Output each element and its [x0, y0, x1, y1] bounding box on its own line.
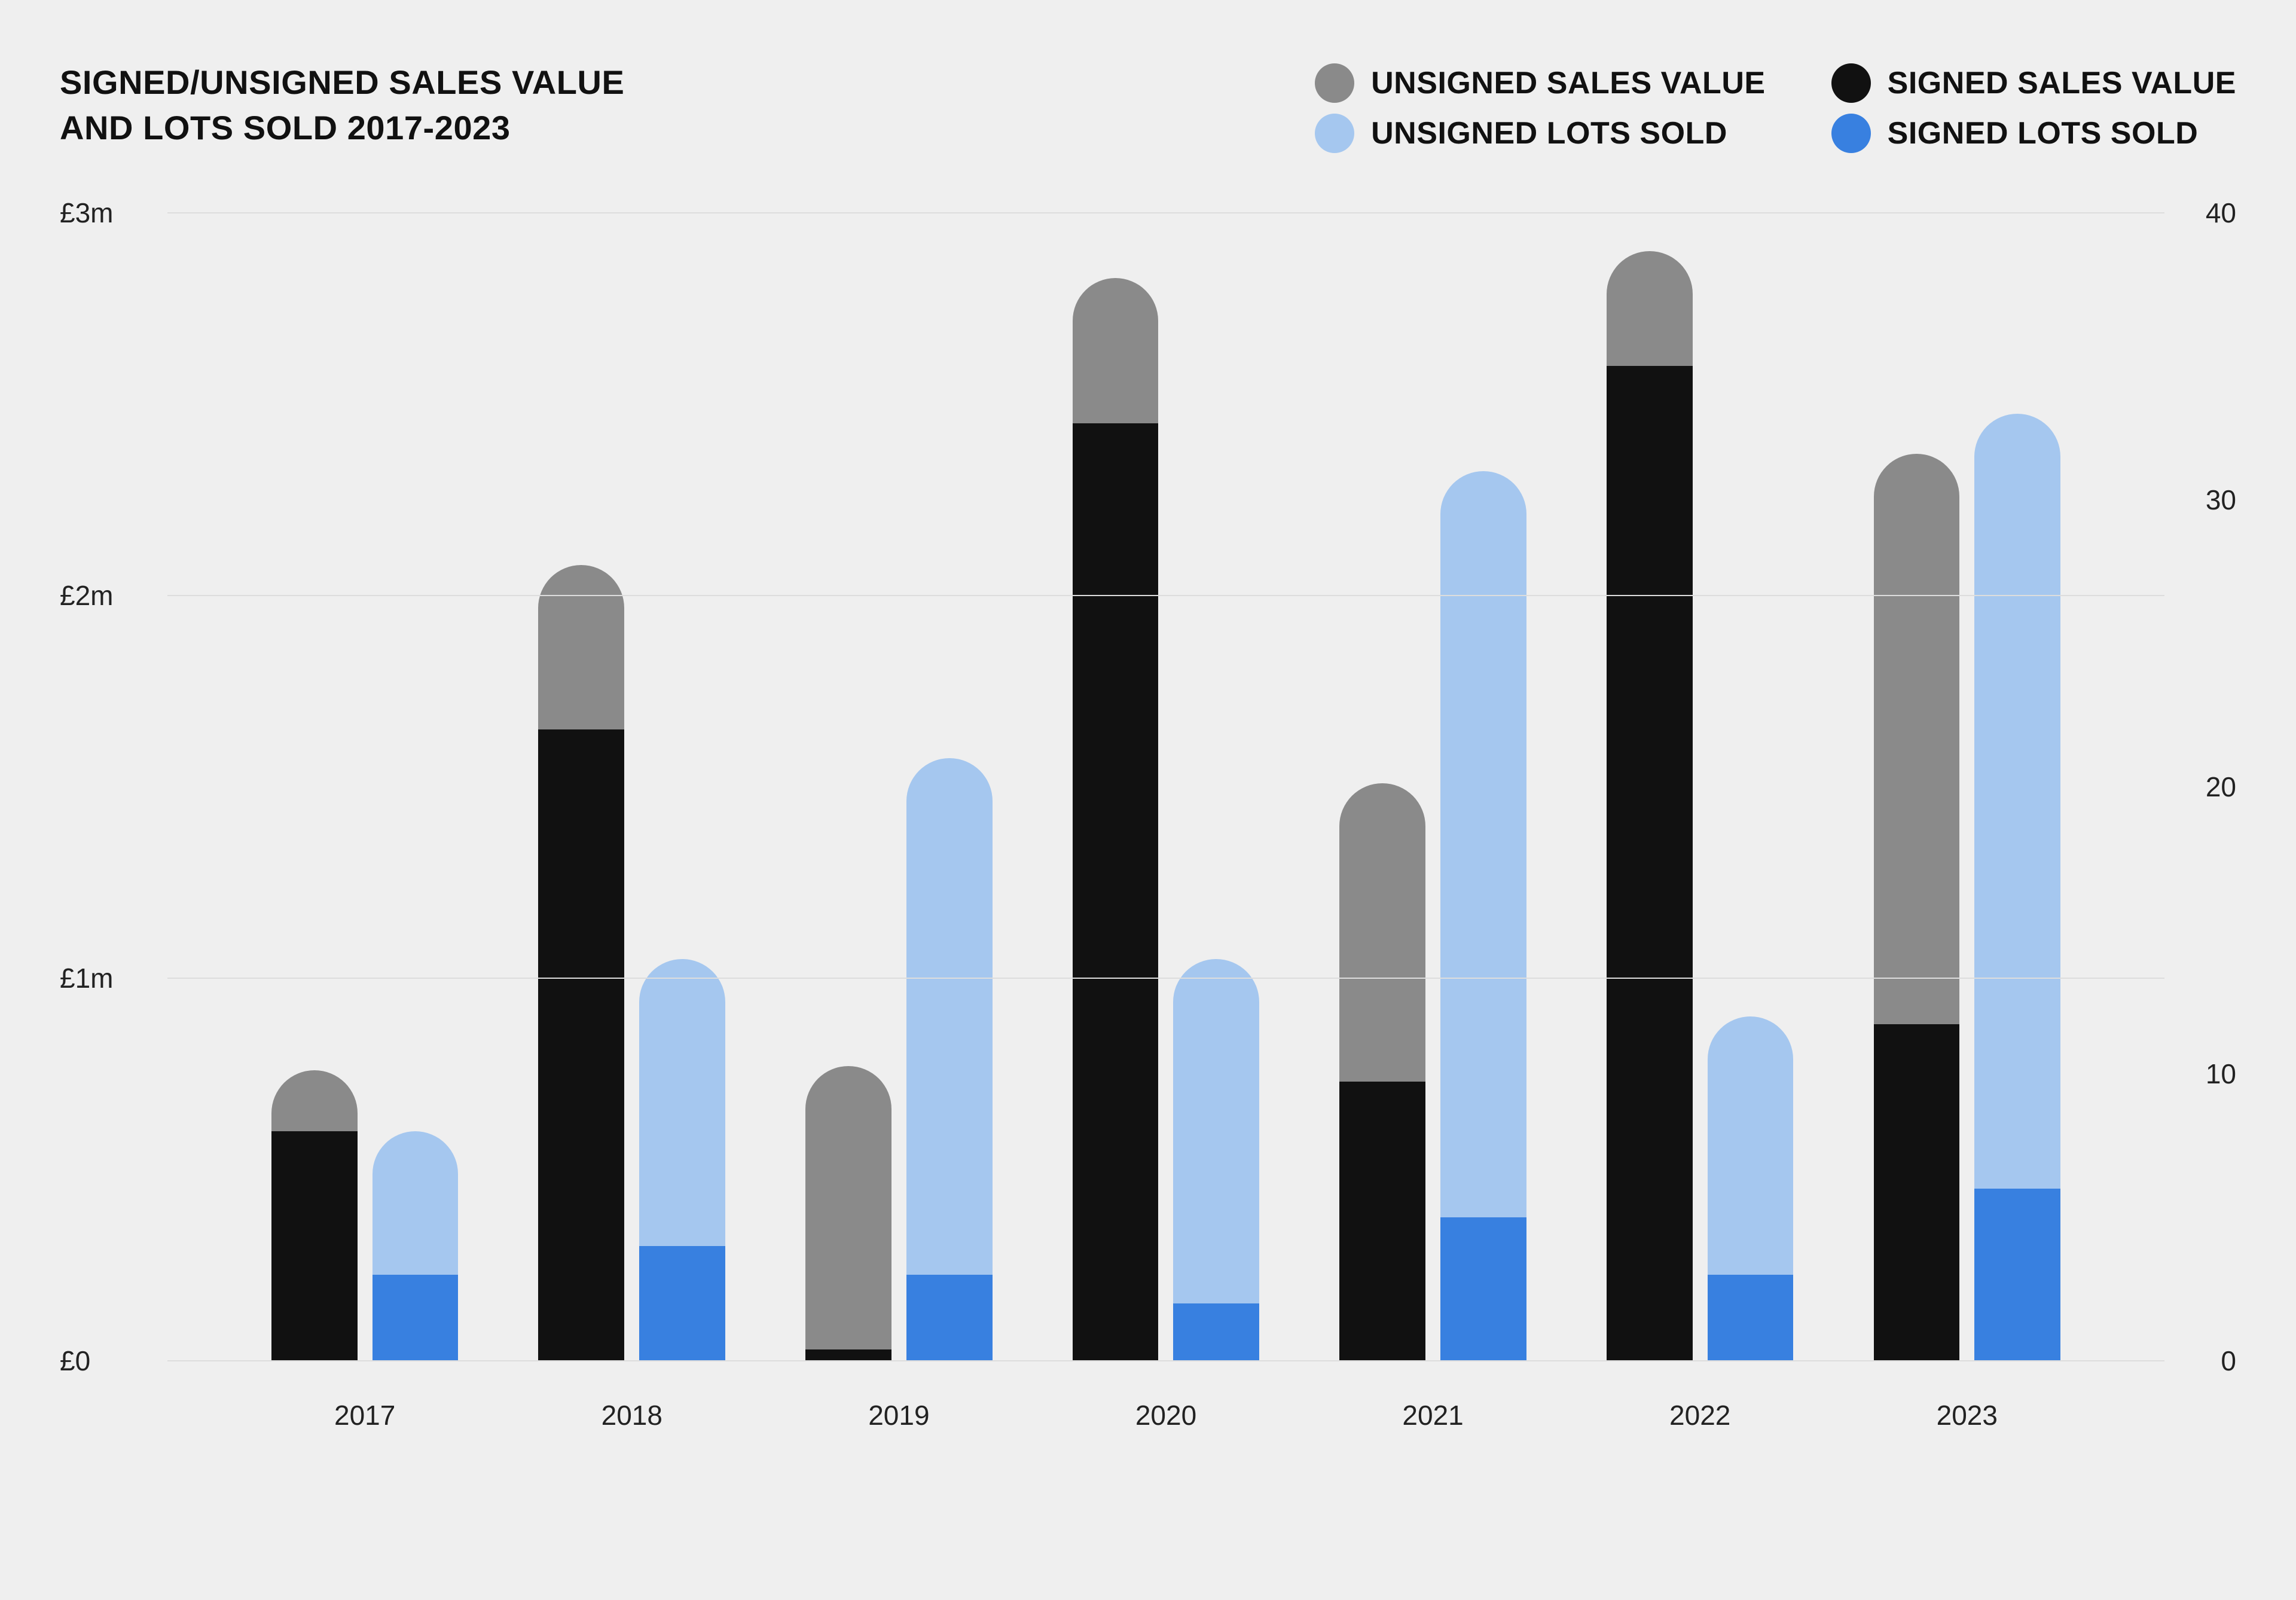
y-right-tick: 0 [2221, 1345, 2236, 1377]
unsigned-sales-value-seg [1874, 454, 1960, 1024]
bar-group [1607, 213, 1794, 1361]
unsigned-sales-value-seg [1073, 278, 1159, 423]
sales-value-bar [271, 1070, 358, 1361]
chart-title: SIGNED/UNSIGNED SALES VALUE AND LOTS SOLD… [60, 60, 624, 150]
signed-lots-seg [1440, 1217, 1526, 1361]
unsigned-lots-seg [1974, 414, 2060, 1189]
signed-lots-seg [373, 1275, 459, 1361]
bar-group [1073, 213, 1260, 1361]
legend-label: SIGNED SALES VALUE [1888, 65, 2236, 101]
lots-sold-bar [906, 758, 993, 1361]
gridline [167, 212, 2164, 213]
lots-sold-bar [1440, 471, 1526, 1361]
gridline [167, 595, 2164, 596]
sales-value-bar [1073, 278, 1159, 1361]
bar-group [1874, 213, 2061, 1361]
plot-area [167, 213, 2164, 1361]
chart-root: SIGNED/UNSIGNED SALES VALUE AND LOTS SOLD… [0, 0, 2296, 1600]
x-tick: 2022 [1669, 1399, 1730, 1431]
y-right-tick: 10 [2206, 1058, 2236, 1090]
y-right-tick: 40 [2206, 197, 2236, 229]
gridline [167, 1360, 2164, 1361]
y-left-tick: £2m [60, 579, 113, 612]
legend-swatch [1315, 114, 1354, 153]
sales-value-bar [1874, 454, 1960, 1361]
unsigned-lots-seg [906, 758, 993, 1275]
chart-title-line: AND LOTS SOLD 2017-2023 [60, 109, 511, 146]
legend-swatch [1831, 63, 1871, 103]
unsigned-lots-seg [1708, 1016, 1794, 1275]
bars-layer [167, 213, 2164, 1361]
legend-label: SIGNED LOTS SOLD [1888, 115, 2199, 151]
gridline [167, 978, 2164, 979]
signed-lots-seg [906, 1275, 993, 1361]
y-left-tick: £1m [60, 962, 113, 994]
signed-sales-value-seg [538, 729, 624, 1361]
chart-title-line: SIGNED/UNSIGNED SALES VALUE [60, 63, 624, 101]
x-tick: 2021 [1402, 1399, 1463, 1431]
legend-swatch [1831, 114, 1871, 153]
lots-sold-bar [1708, 1016, 1794, 1361]
legend-item: SIGNED LOTS SOLD [1831, 114, 2236, 153]
signed-sales-value-seg [271, 1131, 358, 1361]
signed-lots-seg [1974, 1189, 2060, 1361]
sales-value-bar [1339, 783, 1425, 1361]
legend-item: UNSIGNED SALES VALUE [1315, 63, 1766, 103]
legend-item: UNSIGNED LOTS SOLD [1315, 114, 1766, 153]
y-right-tick: 30 [2206, 484, 2236, 516]
bar-group [538, 213, 725, 1361]
sales-value-bar [805, 1066, 891, 1361]
x-tick: 2018 [602, 1399, 662, 1431]
unsigned-sales-value-seg [1607, 251, 1693, 366]
legend: UNSIGNED SALES VALUE SIGNED SALES VALUE UN… [1315, 60, 2236, 153]
lots-sold-bar [1173, 959, 1259, 1361]
lots-sold-bar [1974, 414, 2060, 1361]
unsigned-sales-value-seg [271, 1070, 358, 1131]
sales-value-bar [1607, 251, 1693, 1361]
signed-lots-seg [1173, 1303, 1259, 1361]
legend-label: UNSIGNED SALES VALUE [1371, 65, 1766, 101]
y-axis-left: £0£1m£2m£3m [60, 213, 167, 1361]
signed-sales-value-seg [1874, 1024, 1960, 1361]
y-axis-right: 010203040 [2164, 213, 2236, 1361]
plot-area-wrapper: £0£1m£2m£3m 010203040 201720182019202020… [60, 213, 2236, 1361]
y-left-tick: £3m [60, 197, 113, 229]
signed-lots-seg [1708, 1275, 1794, 1361]
bar-group [805, 213, 993, 1361]
signed-sales-value-seg [1073, 423, 1159, 1361]
signed-sales-value-seg [805, 1349, 891, 1361]
legend-label: UNSIGNED LOTS SOLD [1371, 115, 1727, 151]
unsigned-sales-value-seg [805, 1066, 891, 1349]
x-tick: 2019 [868, 1399, 929, 1431]
x-tick: 2020 [1135, 1399, 1196, 1431]
unsigned-sales-value-seg [1339, 783, 1425, 1082]
signed-lots-seg [639, 1246, 725, 1361]
signed-sales-value-seg [1607, 366, 1693, 1361]
legend-swatch [1315, 63, 1354, 103]
lots-sold-bar [639, 959, 725, 1361]
unsigned-lots-seg [1173, 959, 1259, 1303]
lots-sold-bar [373, 1131, 459, 1361]
signed-sales-value-seg [1339, 1082, 1425, 1361]
legend-item: SIGNED SALES VALUE [1831, 63, 2236, 103]
header-row: SIGNED/UNSIGNED SALES VALUE AND LOTS SOLD… [60, 60, 2236, 153]
x-tick: 2017 [334, 1399, 395, 1431]
bar-group [271, 213, 459, 1361]
unsigned-lots-seg [373, 1131, 459, 1275]
x-tick: 2023 [1937, 1399, 1998, 1431]
unsigned-lots-seg [1440, 471, 1526, 1217]
bar-group [1339, 213, 1526, 1361]
y-left-tick: £0 [60, 1345, 90, 1377]
unsigned-sales-value-seg [538, 565, 624, 729]
y-right-tick: 20 [2206, 771, 2236, 803]
sales-value-bar [538, 565, 624, 1361]
unsigned-lots-seg [639, 959, 725, 1246]
